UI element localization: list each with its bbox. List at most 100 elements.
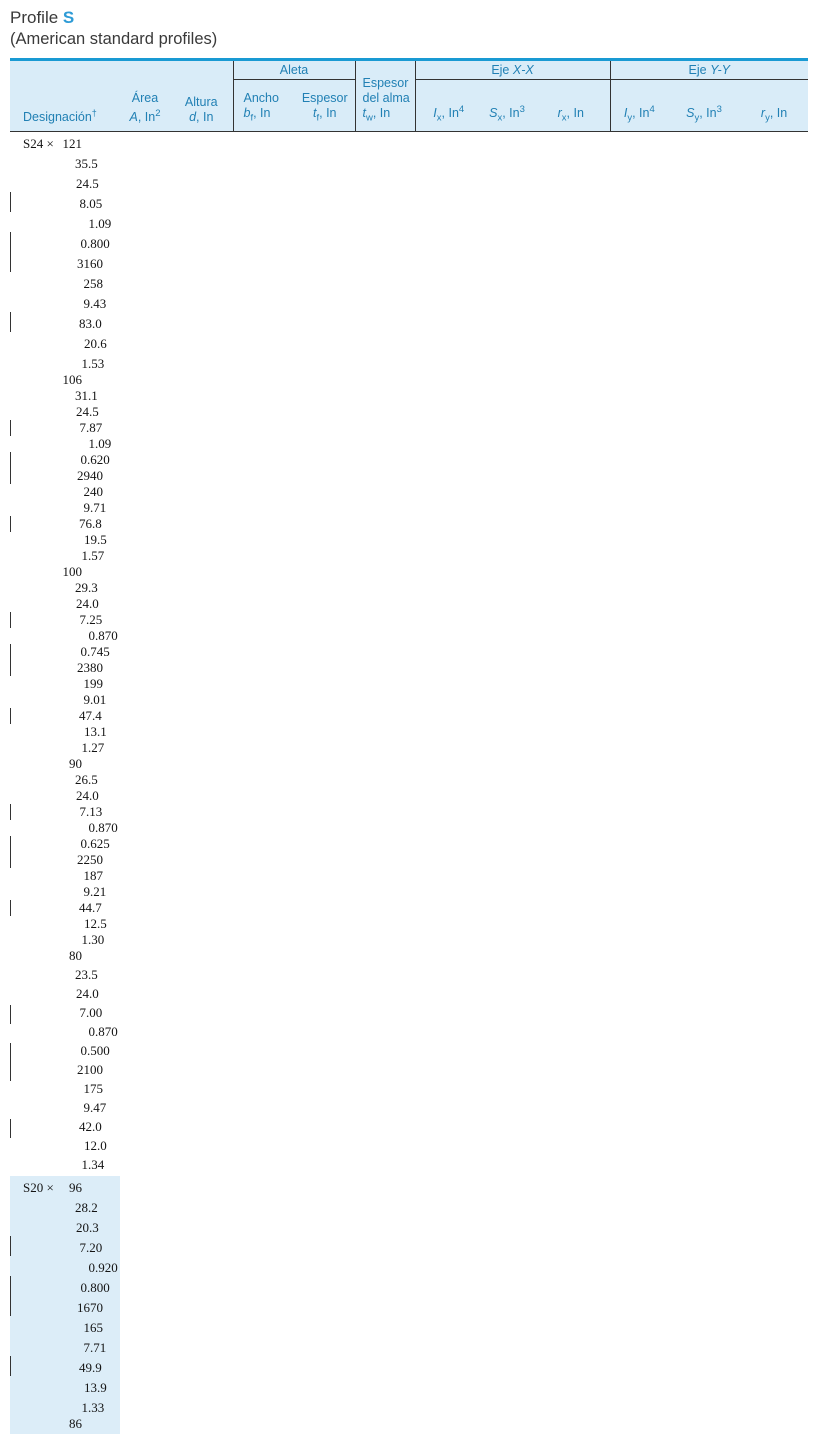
cell-area: 23.5 — [75, 967, 98, 982]
cell-ancho: 7.20 — [10, 1236, 120, 1256]
cell-ancho: 8.05 — [10, 192, 120, 212]
profiles-table: Designación† Área A, In2 Altura d, In Alet… — [10, 58, 809, 1434]
cell-espesor-aleta: 1.09 — [88, 436, 112, 451]
cell-espesor-alma: 0.800 — [10, 232, 120, 252]
col-header-ix: Ix, In4 — [433, 103, 465, 123]
cell-sy: 12.5 — [84, 916, 107, 931]
cell-espesor-aleta: 0.870 — [88, 820, 118, 835]
cell-designacion: 100 — [62, 564, 83, 579]
cell-ix: 2100 — [10, 1062, 120, 1081]
cell-sy: 12.0 — [84, 1138, 107, 1153]
cell-sy: 13.1 — [84, 724, 107, 739]
cell-ancho: 7.13 — [10, 804, 120, 820]
cell-designacion: 90 — [69, 756, 82, 771]
cell-sx: 165 — [10, 1316, 120, 1336]
col-header-espesor-aleta: Espesor tf, In — [301, 90, 348, 124]
cell-ry: 1.30 — [81, 932, 105, 947]
cell-ix: 2250 — [10, 852, 120, 868]
page-title-text: Profile — [10, 8, 63, 27]
cell-designacion: 106 — [62, 372, 83, 387]
table-row: 106 31.1 24.5 7.87 1.09 0.620 2940 240 9.71 76.8 1… — [10, 372, 808, 564]
header-row-columns: Ancho bf, In Espesor tf, In Ix, In4 Sx, In… — [10, 79, 808, 132]
cell-ry: 1.27 — [81, 740, 105, 755]
cell-sy: 19.5 — [84, 532, 107, 547]
page-title: Profile S — [10, 7, 808, 28]
col-header-espesor-alma: Espesor del alma tw, In — [354, 59, 416, 132]
cell-rx: 9.21 — [83, 884, 107, 899]
cell-area: 31.1 — [75, 388, 98, 403]
cell-ix: 2940 — [10, 468, 120, 484]
cell-rx: 9.01 — [83, 692, 107, 707]
cell-altura: 24.0 — [76, 788, 99, 803]
table-group: S20 × 96 28.2 20.3 7.20 0.920 0.800 1670 165 7.71… — [10, 1176, 808, 1434]
group-header-aleta: Aleta — [232, 59, 355, 80]
cell-ancho: 7.25 — [10, 612, 120, 628]
col-header-rx: rx, In — [557, 105, 584, 124]
cell-sy: 13.9 — [10, 1376, 120, 1396]
cell-iy: 44.7 — [10, 900, 120, 916]
table-header: Designación† Área A, In2 Altura d, In Alet… — [10, 59, 809, 132]
col-header-sy: Sy, In3 — [686, 103, 722, 123]
cell-espesor-aleta: 0.920 — [10, 1256, 120, 1276]
cell-ry: 1.53 — [81, 356, 105, 371]
cell-ry: 1.34 — [81, 1157, 105, 1172]
cell-area: 26.5 — [75, 772, 98, 787]
cell-rx: 9.71 — [83, 500, 107, 515]
cell-espesor-aleta: 0.870 — [88, 628, 118, 643]
cell-rx: 9.43 — [83, 296, 107, 311]
cell-ix: 2380 — [10, 660, 120, 676]
col-header-designacion: Designación† — [10, 60, 120, 132]
col-header-ancho: Ancho bf, In — [232, 79, 295, 132]
cell-designacion: 86 — [10, 1416, 120, 1432]
cell-area: 29.3 — [75, 580, 98, 595]
dagger-icon: † — [91, 107, 97, 118]
cell-ix: 3160 — [10, 252, 120, 272]
table-row: S20 × 96 28.2 20.3 7.20 0.920 0.800 1670 165 7.71… — [10, 1176, 808, 1416]
cell-espesor-alma: 0.620 — [10, 452, 120, 468]
cell-espesor-aleta: 0.870 — [88, 1024, 118, 1039]
cell-altura: 24.5 — [76, 176, 99, 191]
col-header-area: Área A, In2 — [129, 90, 161, 124]
cell-ry: 1.33 — [10, 1396, 120, 1416]
col-header-iy: Iy, In4 — [609, 79, 669, 132]
cell-area: 35.5 — [75, 156, 98, 171]
cell-ix: 1670 — [10, 1296, 120, 1316]
cell-espesor-alma: 0.500 — [10, 1043, 120, 1062]
cell-espesor-aleta: 1.09 — [88, 216, 112, 231]
cell-altura: 20.3 — [10, 1216, 120, 1236]
group-header-eje-x: Eje X-X — [415, 59, 611, 80]
col-header-sx: Sx, In3 — [489, 103, 525, 123]
designacion-label: Designación — [23, 110, 92, 124]
cell-espesor-alma: 0.625 — [10, 836, 120, 852]
cell-sx: 258 — [83, 276, 104, 291]
cell-area: 25.3 — [10, 1432, 120, 1434]
cell-sx: 187 — [83, 868, 104, 883]
cell-espesor-alma: 0.800 — [10, 1276, 120, 1296]
cell-altura: 24.5 — [76, 404, 99, 419]
header-row-groups: Designación† Área A, In2 Altura d, In Alet… — [10, 59, 809, 132]
cell-rx: 7.71 — [10, 1336, 120, 1356]
cell-sx: 240 — [83, 484, 104, 499]
cell-ry: 1.57 — [81, 548, 105, 563]
cell-sx: 199 — [83, 676, 104, 691]
table-row: S24 × 121 35.5 24.5 8.05 1.09 0.800 3160 258 9.43… — [10, 132, 808, 373]
cell-iy: 49.9 — [10, 1356, 120, 1376]
table-row: 90 26.5 24.0 7.13 0.870 0.625 2250 187 9.21 44.7 1… — [10, 756, 808, 948]
cell-designacion: 80 — [69, 948, 82, 963]
cell-sx: 175 — [83, 1081, 104, 1096]
cell-iy: 42.0 — [10, 1119, 120, 1138]
table-row: 8625.320.37.060.9200.66015701557.8946.61… — [10, 1416, 808, 1434]
table-group: S24 × 121 35.5 24.5 8.05 1.09 0.800 3160 258 9.43… — [10, 132, 808, 1177]
table-row: 100 29.3 24.0 7.25 0.870 0.745 2380 199 9.01 47.4… — [10, 564, 808, 756]
cell-designacion: S20 × 96 — [10, 1176, 120, 1196]
cell-area: 28.2 — [10, 1196, 120, 1216]
cell-altura: 24.0 — [76, 596, 99, 611]
cell-espesor-alma: 0.745 — [10, 644, 120, 660]
page-title-profile-letter: S — [62, 8, 75, 27]
cell-altura: 24.0 — [76, 986, 99, 1001]
cell-rx: 9.47 — [83, 1100, 107, 1115]
cell-iy: 76.8 — [10, 516, 120, 532]
cell-designacion: S24 × 121 — [23, 136, 82, 151]
page-subtitle: (American standard profiles) — [10, 30, 218, 48]
